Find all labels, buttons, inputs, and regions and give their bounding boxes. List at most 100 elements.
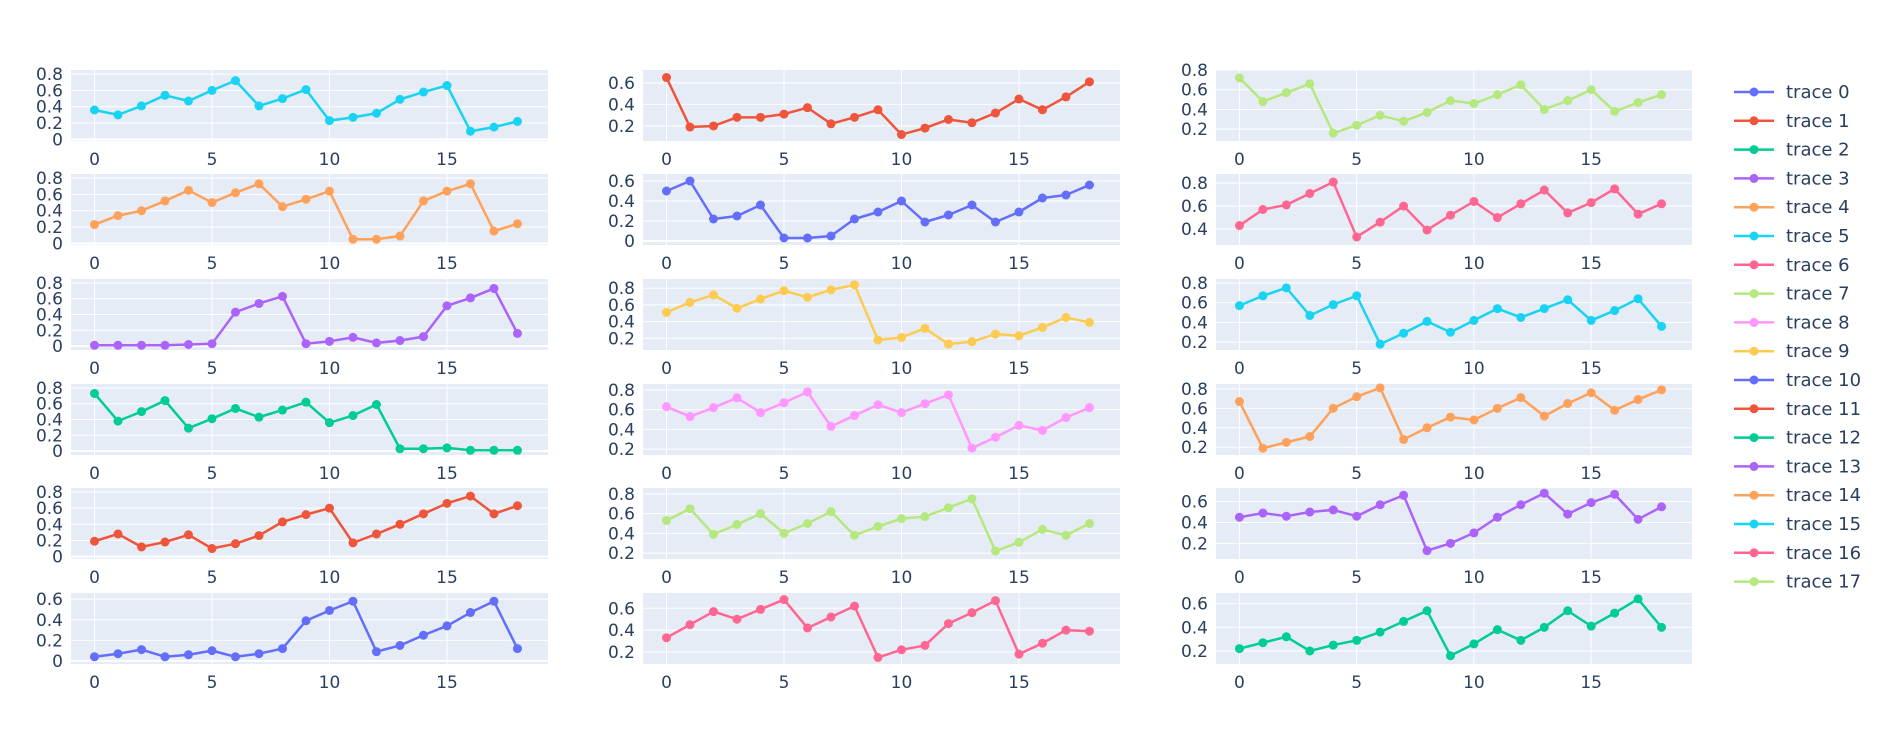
legend-item[interactable]: trace 8 (1734, 312, 1850, 333)
data-point (1375, 110, 1385, 120)
data-point (802, 519, 812, 528)
x-tick-label: 5 (779, 673, 790, 693)
data-point (160, 537, 170, 547)
y-tick-label: 0.2 (36, 631, 63, 651)
legend-item[interactable]: trace 15 (1734, 514, 1861, 535)
data-point (873, 400, 883, 410)
legend-item[interactable]: trace 7 (1734, 284, 1850, 305)
data-point (89, 652, 99, 662)
y-tick-label: 0.8 (36, 379, 63, 399)
data-point (136, 542, 146, 552)
data-point (1563, 606, 1573, 616)
data-point (1586, 198, 1596, 208)
x-tick-label: 0 (89, 254, 100, 274)
data-point (1657, 502, 1667, 512)
data-point (89, 340, 99, 350)
data-point (1399, 490, 1409, 500)
y-tick-label: 0.4 (608, 192, 635, 212)
data-point (207, 414, 217, 424)
x-tick-label: 0 (1234, 568, 1245, 588)
data-point (1422, 316, 1432, 326)
data-point (661, 402, 671, 412)
subplot-8: 0 5 10 15 0.20.40.60.8 (608, 381, 1120, 484)
data-point (1061, 413, 1071, 423)
data-point (183, 423, 193, 433)
data-point (1422, 606, 1432, 616)
data-point (873, 335, 883, 345)
data-point (1657, 199, 1667, 209)
y-tick-label: 0.6 (1181, 294, 1208, 314)
legend-label: trace 2 (1786, 140, 1850, 161)
data-point (826, 285, 836, 295)
data-point (489, 445, 499, 455)
data-point (661, 307, 671, 317)
x-tick-label: 15 (436, 568, 458, 588)
data-point (371, 647, 381, 657)
data-point (1014, 94, 1024, 104)
data-point (943, 503, 953, 513)
data-point (371, 108, 381, 118)
legend-item[interactable]: trace 4 (1734, 197, 1850, 218)
legend-item[interactable]: trace 16 (1734, 543, 1861, 564)
legend-marker (1749, 289, 1759, 299)
data-point (779, 109, 789, 119)
data-point (254, 101, 264, 111)
data-point (990, 546, 1000, 556)
data-point (1258, 205, 1268, 214)
data-point (1633, 594, 1643, 604)
legend-item[interactable]: trace 13 (1734, 456, 1861, 477)
data-point (826, 231, 836, 241)
y-tick-label: 0.4 (1181, 220, 1208, 240)
data-point (1539, 622, 1549, 632)
y-tick-label: 0.6 (608, 505, 635, 525)
data-point (1234, 644, 1244, 654)
data-point (1084, 180, 1094, 190)
data-point (849, 214, 859, 224)
data-point (896, 408, 906, 418)
data-point (1061, 190, 1071, 200)
legend-item[interactable]: trace 17 (1734, 572, 1861, 593)
data-point (1328, 505, 1338, 515)
legend-item[interactable]: trace 11 (1734, 399, 1861, 420)
subplot-15: 0 5 10 15 0.20.40.60.8 (1181, 274, 1692, 379)
legend-item[interactable]: trace 2 (1734, 140, 1850, 161)
data-point (512, 328, 522, 338)
data-point (1492, 512, 1502, 522)
data-point (732, 614, 742, 624)
data-point (301, 397, 311, 407)
data-point (512, 116, 522, 126)
data-point (967, 608, 977, 618)
data-point (1328, 128, 1338, 138)
data-point (1014, 207, 1024, 217)
data-point (1014, 537, 1024, 547)
data-point (254, 298, 264, 308)
legend-item[interactable]: trace 12 (1734, 428, 1861, 449)
data-point (512, 644, 522, 654)
x-tick-label: 5 (779, 254, 790, 274)
data-point (465, 445, 475, 455)
data-point (395, 444, 405, 454)
data-point (113, 416, 123, 426)
y-tick-label: 0.4 (608, 621, 635, 641)
data-point (1281, 283, 1291, 293)
legend-item[interactable]: trace 14 (1734, 485, 1861, 506)
y-tick-label: 0.2 (1181, 438, 1208, 458)
plot-area (1216, 70, 1692, 141)
data-point (661, 633, 671, 643)
x-tick-label: 5 (779, 359, 790, 379)
data-point (489, 509, 499, 519)
data-point (708, 290, 718, 300)
legend-item[interactable]: trace 3 (1734, 168, 1850, 189)
legend-item[interactable]: trace 10 (1734, 370, 1861, 391)
legend-item[interactable]: trace 0 (1734, 82, 1850, 103)
legend-item[interactable]: trace 1 (1734, 111, 1850, 132)
x-tick-label: 5 (207, 673, 218, 693)
data-point (1014, 649, 1024, 659)
legend-item[interactable]: trace 5 (1734, 226, 1850, 247)
legend-item[interactable]: trace 9 (1734, 341, 1850, 362)
legend-item[interactable]: trace 6 (1734, 255, 1850, 276)
data-point (136, 101, 146, 111)
data-point (1586, 85, 1596, 95)
